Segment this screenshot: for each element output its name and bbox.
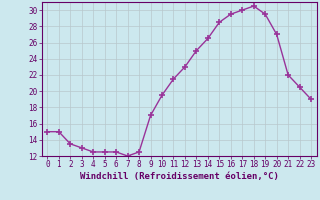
X-axis label: Windchill (Refroidissement éolien,°C): Windchill (Refroidissement éolien,°C) — [80, 172, 279, 181]
